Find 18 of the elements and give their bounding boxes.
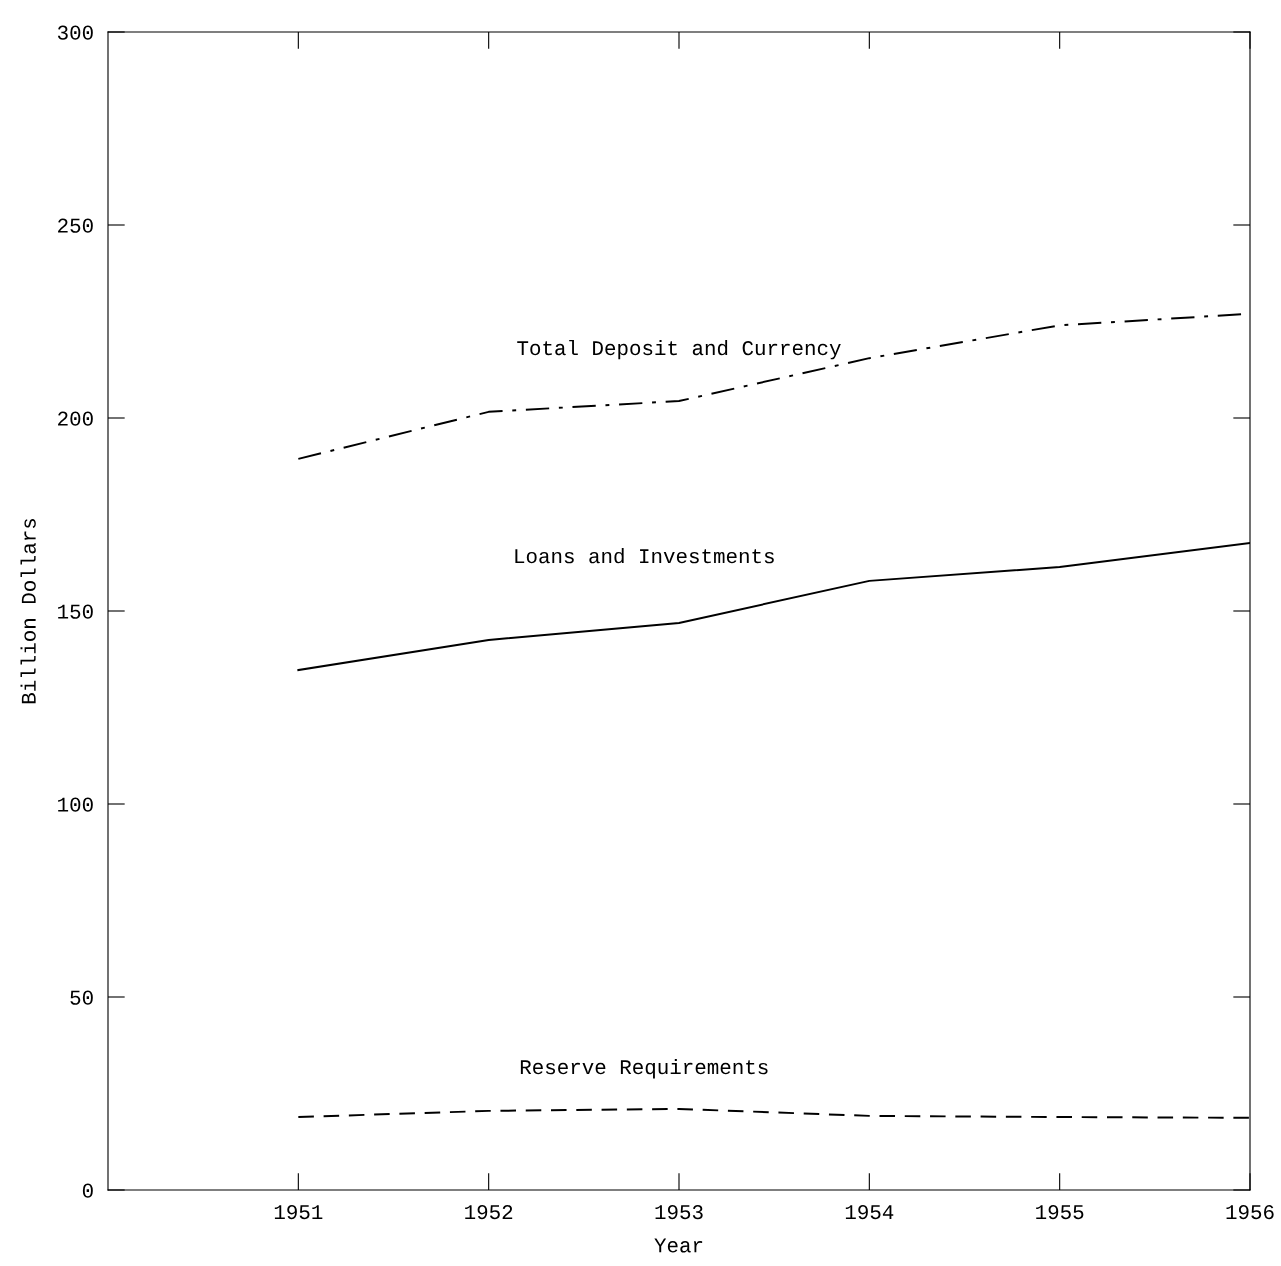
series-label: Total Deposit and Currency [517,339,841,360]
y-tick-label: 150 [58,604,93,619]
x-tick-label: 1955 [1036,1205,1084,1220]
x-tick-label: 1952 [465,1205,513,1220]
x-tick-label: 1953 [655,1205,703,1220]
y-tick-label: 250 [58,218,93,233]
x-tick-label: 1951 [274,1205,323,1220]
y-axis-title: Billion Dollars [20,518,36,704]
series-label: Reserve Requirements [520,1058,768,1079]
y-tick-label: 300 [57,25,93,40]
x-tick-label: 1956 [1226,1205,1274,1220]
y-tick-label: 50 [70,990,93,1005]
x-axis-title: Year [654,1238,703,1253]
y-tick-label: 200 [58,411,93,426]
x-tick-label: 1954 [845,1205,894,1220]
series-label: Loans and Investments [515,547,774,564]
y-tick-label: 0 [82,1183,93,1198]
y-tick-label: 100 [58,797,93,812]
